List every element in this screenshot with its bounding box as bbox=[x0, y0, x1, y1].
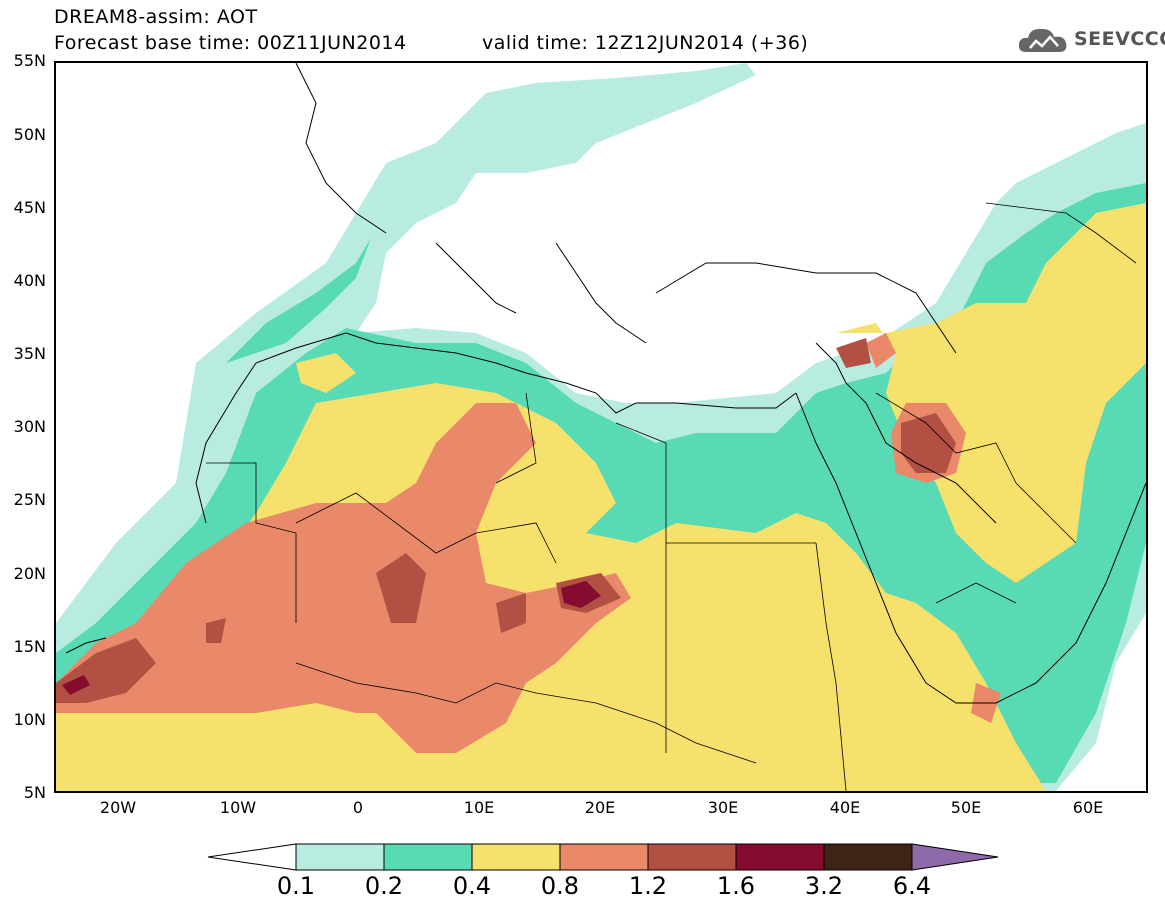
aot-band-1.6 bbox=[62, 581, 601, 695]
lon-label-60e: 60E bbox=[1072, 798, 1104, 817]
lon-label-20e: 20E bbox=[584, 798, 616, 817]
colorbar-label-0.2: 0.2 bbox=[364, 872, 404, 900]
colorbar-segment-1.6-3.2 bbox=[735, 843, 825, 871]
colorbar-segment-1.2-1.6 bbox=[647, 843, 737, 871]
colorbar-segment-0.2-0.4 bbox=[383, 843, 473, 871]
aot-field bbox=[56, 63, 1146, 791]
colorbar bbox=[207, 843, 999, 871]
seevccc-logo: SEEVCCC bbox=[1016, 22, 1165, 58]
base-time-label: Forecast base time: 00Z11JUN2014 bbox=[54, 32, 407, 54]
coastlines bbox=[65, 63, 1146, 704]
lat-label-30n: 30N bbox=[13, 417, 46, 436]
lat-label-40n: 40N bbox=[13, 271, 46, 290]
lon-label-10w: 10W bbox=[219, 798, 257, 817]
colorbar-segment-3.2-6.4 bbox=[823, 843, 913, 871]
colorbar-label-3.2: 3.2 bbox=[804, 872, 844, 900]
lat-label-50n: 50N bbox=[13, 125, 46, 144]
colorbar-label-0.1: 0.1 bbox=[276, 872, 316, 900]
valid-time-label: valid time: 12Z12JUN2014 (+36) bbox=[482, 32, 809, 54]
lat-label-15n: 15N bbox=[13, 637, 46, 656]
colorbar-label-1.6: 1.6 bbox=[716, 872, 756, 900]
lat-label-35n: 35N bbox=[13, 344, 46, 363]
map-title: DREAM8-assim: AOT bbox=[54, 6, 258, 28]
lon-label-0: 0 bbox=[352, 798, 364, 817]
colorbar-segment-0.1-0.2 bbox=[295, 843, 385, 871]
lat-label-25n: 25N bbox=[13, 490, 46, 509]
colorbar-label-1.2: 1.2 bbox=[628, 872, 668, 900]
aot-band-1.2 bbox=[56, 338, 956, 703]
lon-label-10e: 10E bbox=[463, 798, 495, 817]
colorbar-segment-above-6.4 bbox=[911, 843, 999, 871]
colorbar-segment-below-0.1 bbox=[207, 843, 297, 871]
aot-forecast-map bbox=[54, 61, 1148, 793]
lat-label-10n: 10N bbox=[13, 710, 46, 729]
colorbar-segment-0.4-0.8 bbox=[471, 843, 561, 871]
lon-label-50e: 50E bbox=[950, 798, 982, 817]
lon-label-30e: 30E bbox=[707, 798, 739, 817]
lon-label-40e: 40E bbox=[829, 798, 861, 817]
lat-label-45n: 45N bbox=[13, 198, 46, 217]
colorbar-segment-0.8-1.2 bbox=[559, 843, 649, 871]
colorbar-label-6.4: 6.4 bbox=[892, 872, 932, 900]
country-borders bbox=[206, 202, 1137, 791]
colorbar-label-0.8: 0.8 bbox=[540, 872, 580, 900]
lat-label-20n: 20N bbox=[13, 564, 46, 583]
colorbar-label-0.4: 0.4 bbox=[452, 872, 492, 900]
lat-label-55n: 55N bbox=[13, 51, 46, 70]
cloud-logo-icon bbox=[1018, 28, 1067, 52]
lon-label-20w: 20W bbox=[99, 798, 137, 817]
lat-label-5n: 5N bbox=[23, 783, 46, 802]
logo-text: SEEVCCC bbox=[1074, 28, 1165, 50]
